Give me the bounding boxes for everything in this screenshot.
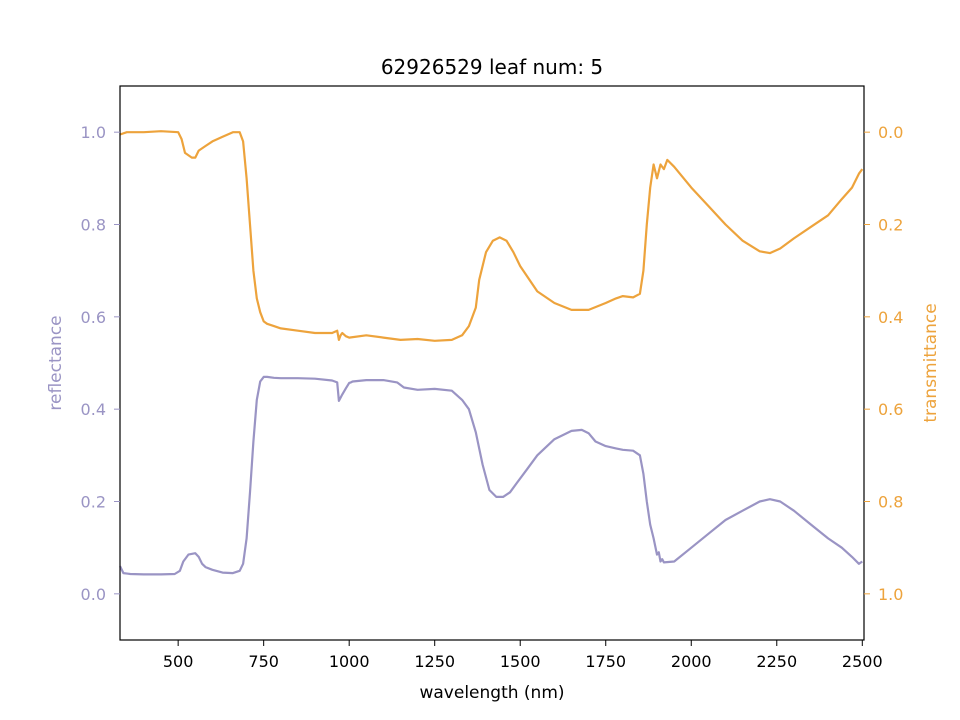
x-tick-label: 2000 bbox=[671, 652, 712, 671]
x-axis-ticks: 500 750 1000 1250 1500 1750 2000 2250 2500 bbox=[163, 640, 883, 671]
left-tick-label: 1.0 bbox=[81, 123, 106, 142]
right-tick-label: 1.0 bbox=[878, 585, 903, 604]
reflectance-line bbox=[119, 375, 863, 576]
left-tick-label: 0.8 bbox=[81, 216, 106, 235]
right-tick-label: 0.0 bbox=[878, 123, 903, 142]
plot-frame bbox=[119, 85, 865, 641]
left-axis-ticks: 0.0 0.2 0.4 0.6 0.8 1.0 bbox=[81, 123, 120, 604]
right-tick-label: 0.4 bbox=[878, 308, 903, 327]
x-tick-label: 750 bbox=[248, 652, 279, 671]
transmittance-series bbox=[119, 130, 864, 342]
x-tick-label: 2500 bbox=[842, 652, 883, 671]
left-axis-label: reflectance bbox=[46, 315, 66, 410]
right-axis-label: transmittance bbox=[921, 303, 941, 422]
x-tick-label: 1750 bbox=[585, 652, 626, 671]
x-tick-label: 1000 bbox=[329, 652, 370, 671]
left-tick-label: 0.2 bbox=[81, 493, 106, 512]
transmittance-line bbox=[119, 130, 864, 342]
x-tick-label: 500 bbox=[163, 652, 194, 671]
x-axis-label: wavelength (nm) bbox=[419, 683, 564, 703]
x-tick-label: 2250 bbox=[756, 652, 797, 671]
right-tick-label: 0.6 bbox=[878, 400, 903, 419]
right-tick-label: 0.8 bbox=[878, 493, 903, 512]
x-tick-label: 1250 bbox=[414, 652, 455, 671]
left-tick-label: 0.6 bbox=[81, 308, 106, 327]
right-tick-label: 0.2 bbox=[878, 216, 903, 235]
right-axis-ticks: 0.0 0.2 0.4 0.6 0.8 1.0 bbox=[864, 123, 903, 604]
left-tick-label: 0.4 bbox=[81, 400, 106, 419]
left-tick-label: 0.0 bbox=[81, 585, 106, 604]
x-tick-label: 1500 bbox=[500, 652, 541, 671]
chart-title: 62926529 leaf num: 5 bbox=[381, 55, 603, 79]
reflectance-series bbox=[119, 375, 863, 576]
